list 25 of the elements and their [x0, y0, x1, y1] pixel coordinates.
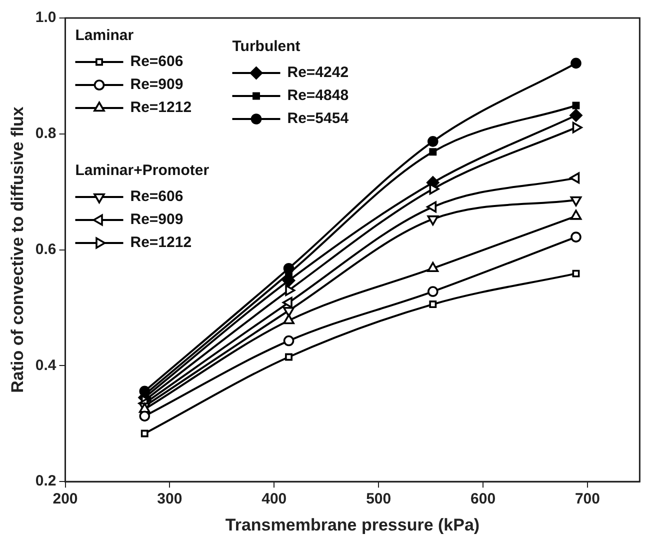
x-tick-label: 400: [262, 490, 287, 508]
legend-label: Re=909: [130, 211, 184, 228]
annotation: Turbulent: [232, 38, 300, 56]
y-tick-label: 0.2: [35, 472, 56, 490]
x-tick-label: 200: [52, 490, 78, 508]
x-tick-label: 700: [574, 490, 600, 508]
legend-label: Re=606: [130, 188, 184, 206]
y-tick-label: 1.0: [35, 9, 56, 26]
legend-label: Re=1212: [130, 99, 192, 116]
legend-label: Re=909: [130, 76, 184, 94]
x-axis-title: Transmembrane pressure (kPa): [225, 515, 480, 534]
legend-label: Re=4848: [287, 87, 349, 104]
legend-label: Re=4242: [287, 64, 349, 82]
y-axis-title: Ratio of convective to diffusive flux: [8, 106, 27, 393]
annotation: Laminar+Promoter: [75, 162, 210, 180]
y-tick-label: 0.6: [35, 240, 56, 258]
x-tick-label: 300: [157, 490, 182, 508]
annotation: Laminar: [75, 27, 134, 44]
legend-label: Re=1212: [130, 234, 192, 252]
y-tick-label: 0.4: [35, 356, 57, 374]
legend-label: Re=606: [130, 53, 184, 70]
x-tick-label: 500: [366, 490, 392, 508]
y-tick-label: 0.8: [35, 125, 56, 142]
x-tick-label: 600: [470, 490, 496, 508]
legend-label: Re=5454: [287, 110, 350, 128]
